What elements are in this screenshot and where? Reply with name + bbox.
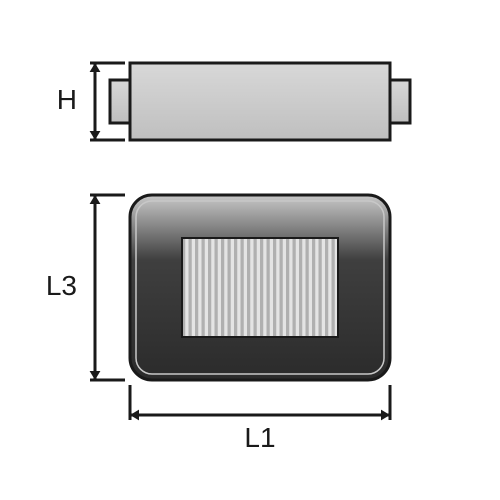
technical-drawing: H L3 L1 (0, 0, 500, 500)
side-view-body (130, 63, 390, 140)
dim-label-L1: L1 (244, 422, 275, 453)
dim-label-H: H (57, 84, 77, 115)
dim-label-L3: L3 (46, 270, 77, 301)
